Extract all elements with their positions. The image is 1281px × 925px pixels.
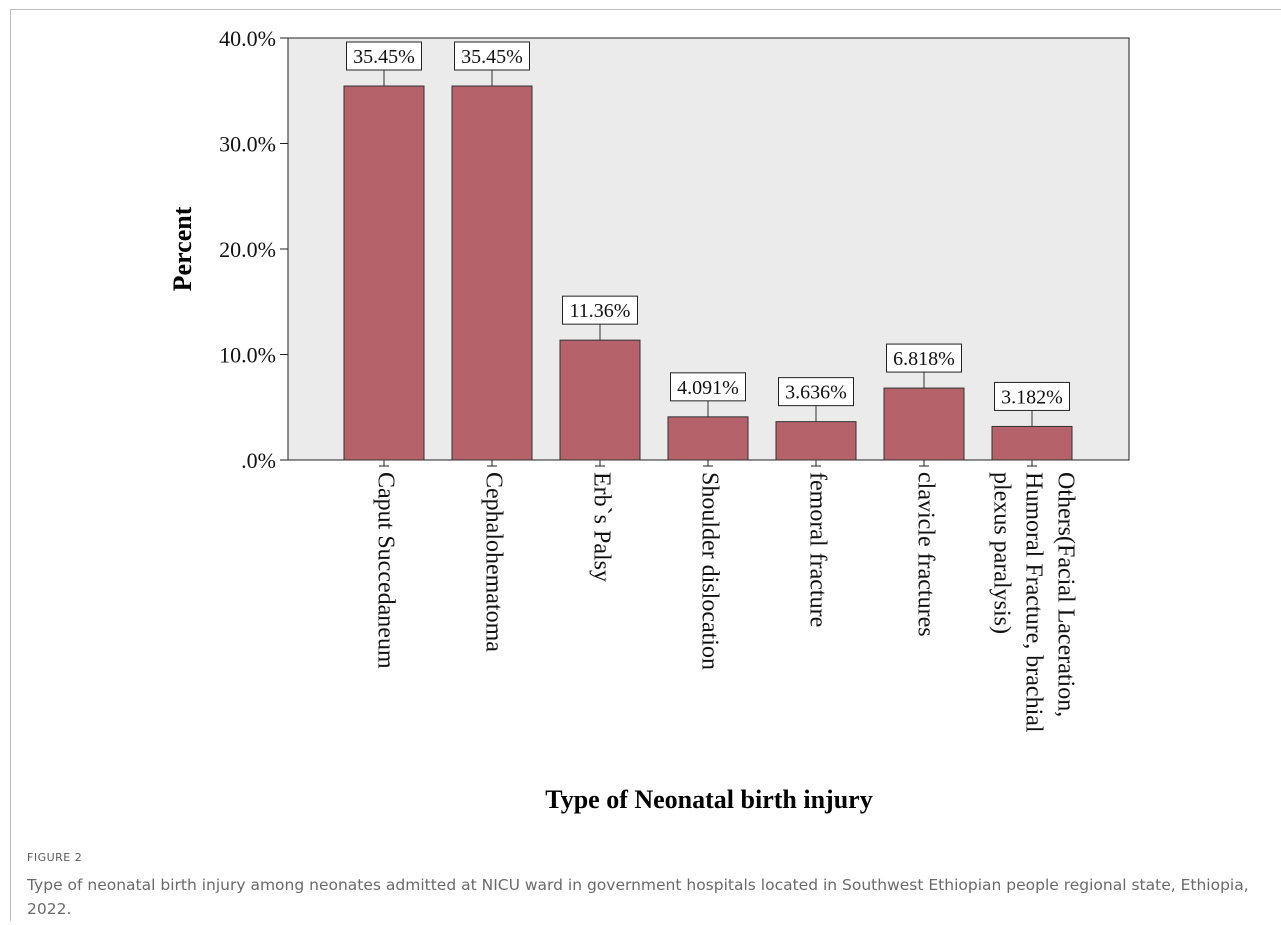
data-label: 6.818% xyxy=(893,348,955,370)
x-axis: Caput Succedaneum Cephalohematoma Erb`s Pa… xyxy=(372,460,1079,733)
bar-chart: .0% 10.0% 20.0% 30.0% 40.0% 35.45% 35.45% 11.3… xyxy=(168,26,1130,814)
bar xyxy=(451,85,533,461)
data-label-box xyxy=(994,381,1070,411)
bar xyxy=(991,425,1073,461)
y-tick-label: .0% xyxy=(241,448,276,473)
y-axis-label: Percent xyxy=(168,206,197,291)
bar xyxy=(343,85,425,461)
x-tick-label: Shoulder dislocation xyxy=(696,472,722,670)
x-tick-label: Humoral Fracture, brachial xyxy=(1020,472,1046,733)
figure-caption-label: FIGURE 2 xyxy=(27,851,83,864)
data-label: 3.636% xyxy=(785,382,847,404)
x-tick-label: clavicle fractures xyxy=(912,472,938,637)
figure-frame xyxy=(10,9,1281,921)
y-tick-label: 30.0% xyxy=(219,132,276,157)
data-label-box xyxy=(670,372,746,402)
data-label: 35.45% xyxy=(461,46,523,68)
y-tick-label: 20.0% xyxy=(219,237,276,262)
y-axis: .0% 10.0% 20.0% 30.0% 40.0% xyxy=(219,26,288,473)
data-label-box xyxy=(562,295,638,325)
data-label-box xyxy=(346,41,422,71)
y-tick-label: 10.0% xyxy=(219,343,276,368)
x-tick-label: Cephalohematoma xyxy=(480,472,506,652)
data-label-box xyxy=(454,41,530,71)
bar xyxy=(775,421,857,461)
y-tick-label: 40.0% xyxy=(219,26,276,51)
bar xyxy=(559,339,641,461)
bars: 35.45% 35.45% 11.36% 4.091% 3.636% 6.818% 3.18… xyxy=(343,41,1073,461)
x-tick-label: Others(Facial Laceration, xyxy=(1052,472,1078,717)
x-tick-label: plexus paralysis) xyxy=(988,472,1014,634)
data-label: 35.45% xyxy=(353,46,415,68)
x-tick-label: femoral fracture xyxy=(804,472,830,627)
data-label: 4.091% xyxy=(677,377,739,399)
bar xyxy=(667,416,749,461)
bar xyxy=(883,387,965,461)
data-label: 11.36% xyxy=(570,300,631,322)
x-tick-label: Erb`s Palsy xyxy=(588,472,614,582)
data-label-box xyxy=(778,377,854,407)
figure-caption-text: Type of neonatal birth injury among neon… xyxy=(27,876,1249,918)
data-label-box xyxy=(886,343,962,373)
x-tick-label: Caput Succedaneum xyxy=(372,472,398,669)
x-axis-label: Type of Neonatal birth injury xyxy=(545,785,872,814)
data-label: 3.182% xyxy=(1001,386,1063,408)
